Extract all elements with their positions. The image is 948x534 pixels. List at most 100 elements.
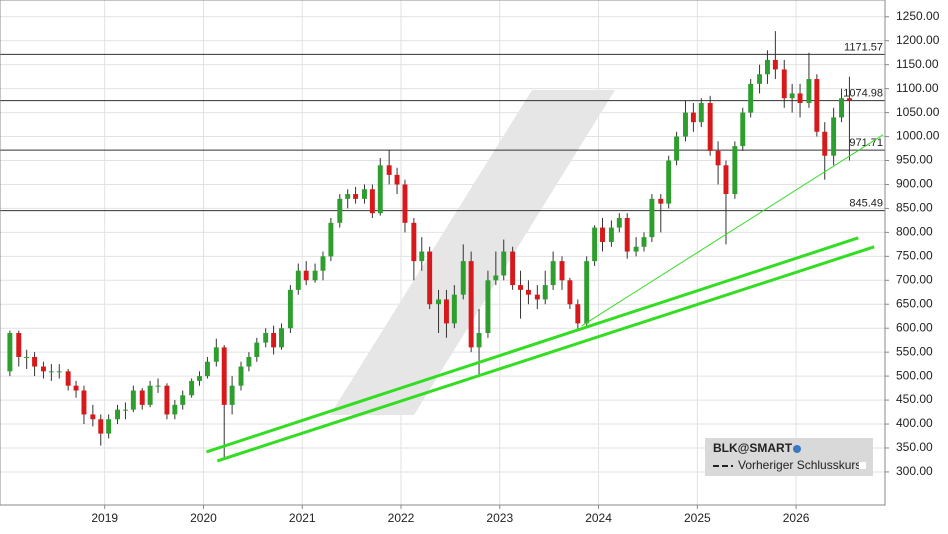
candle-body (353, 194, 359, 199)
candle-body (831, 117, 837, 156)
y-tick-label: 800.00 (896, 225, 933, 239)
candle-body (757, 74, 763, 84)
y-tick-label: 1050.00 (896, 105, 940, 119)
candle-body (608, 227, 614, 242)
candle-body (814, 79, 820, 132)
candle-body (559, 261, 565, 281)
candle-body (147, 385, 153, 405)
candle-body (56, 371, 62, 373)
y-tick-label: 300.00 (896, 464, 933, 478)
candle-body (550, 261, 556, 286)
candle-body (624, 218, 630, 252)
candle-body (427, 251, 433, 305)
level-label: 971.71 (849, 137, 883, 149)
plot-border (0, 0, 886, 506)
candle-body (846, 98, 852, 101)
legend: BLK@SMART Vorheriger Schlusskurs (705, 438, 873, 476)
candle-body (641, 237, 647, 247)
candle-body (386, 165, 392, 175)
candle-body (419, 251, 425, 262)
candle-body (575, 304, 581, 324)
candle-body (460, 261, 466, 295)
candle-body (723, 165, 729, 195)
candle-body (584, 261, 590, 324)
candle-body (510, 251, 516, 286)
candle-body (822, 131, 828, 156)
candle-body (772, 59, 778, 70)
candle-body (139, 390, 145, 405)
candle-body (518, 285, 523, 290)
candle-body (303, 270, 309, 281)
y-tick-label: 600.00 (896, 320, 933, 334)
candle-body (592, 227, 598, 262)
y-tick-label: 850.00 (896, 201, 933, 215)
candle-body (279, 328, 284, 348)
x-tick-label: 2026 (783, 511, 810, 525)
candle-body (493, 275, 499, 281)
candle-body (666, 160, 672, 204)
y-tick-label: 1000.00 (896, 129, 940, 143)
legend-checkbox (859, 462, 866, 469)
y-tick-label: 1200.00 (896, 33, 940, 47)
level-label: 1171.57 (844, 41, 883, 53)
candle-body (468, 261, 474, 348)
candle-body (806, 79, 812, 104)
y-tick-label: 550.00 (896, 344, 933, 358)
y-tick-label: 1250.00 (896, 9, 940, 23)
candle-body (189, 380, 195, 396)
candle-body (24, 356, 30, 358)
candle-body (748, 83, 754, 113)
watermark (330, 90, 615, 415)
candle-body (115, 409, 121, 420)
x-tick-label: 2025 (684, 511, 711, 525)
candle-body (740, 112, 746, 147)
candle-body (81, 390, 87, 415)
candle-body (781, 69, 787, 99)
candle-body (254, 342, 260, 357)
candle-body (246, 356, 252, 367)
candle-body (534, 294, 540, 300)
candle-body (204, 361, 210, 377)
level-label: 1074.98 (843, 88, 883, 100)
candle-body (600, 227, 605, 242)
marks: 1171.57 1074.98 971.71 845.49 (0, 31, 885, 463)
candle-body (658, 198, 664, 204)
candle-body (122, 409, 128, 411)
candle-body (683, 112, 688, 137)
candle-body (32, 356, 38, 367)
y-tick-label: 500.00 (896, 368, 933, 382)
candle-body (229, 385, 235, 405)
candle-body (394, 174, 400, 185)
x-tick-label: 2020 (190, 511, 217, 525)
candle-body (7, 332, 13, 372)
candle-body (732, 146, 738, 195)
candle-body (40, 366, 46, 372)
legend-entry: Vorheriger Schlusskurs (738, 458, 861, 472)
candle-body (155, 385, 161, 387)
trend-line (581, 134, 884, 327)
legend-box (705, 438, 873, 476)
candle-body (633, 246, 639, 252)
candle-body (287, 289, 293, 329)
x-tick-label: 2024 (585, 511, 612, 525)
y-tick-label: 350.00 (896, 440, 933, 454)
candle-body (73, 385, 79, 391)
x-tick-label: 2022 (388, 511, 415, 525)
candle-body (328, 222, 334, 257)
candle-body (369, 189, 375, 214)
candle-body (839, 98, 845, 118)
candle-body (451, 294, 457, 324)
candle-body (16, 332, 22, 357)
candle-body (106, 419, 112, 434)
candle-body (690, 112, 696, 123)
candle-body (567, 280, 573, 305)
candle-body (542, 285, 548, 300)
candle-body (649, 198, 655, 238)
legend-symbol: BLK@SMART (713, 441, 793, 455)
candle-body (238, 366, 244, 386)
candle-body (312, 270, 318, 281)
candle-body (337, 198, 343, 223)
x-tick-label: 2019 (91, 511, 118, 525)
y-tick-label: 1150.00 (896, 57, 939, 71)
